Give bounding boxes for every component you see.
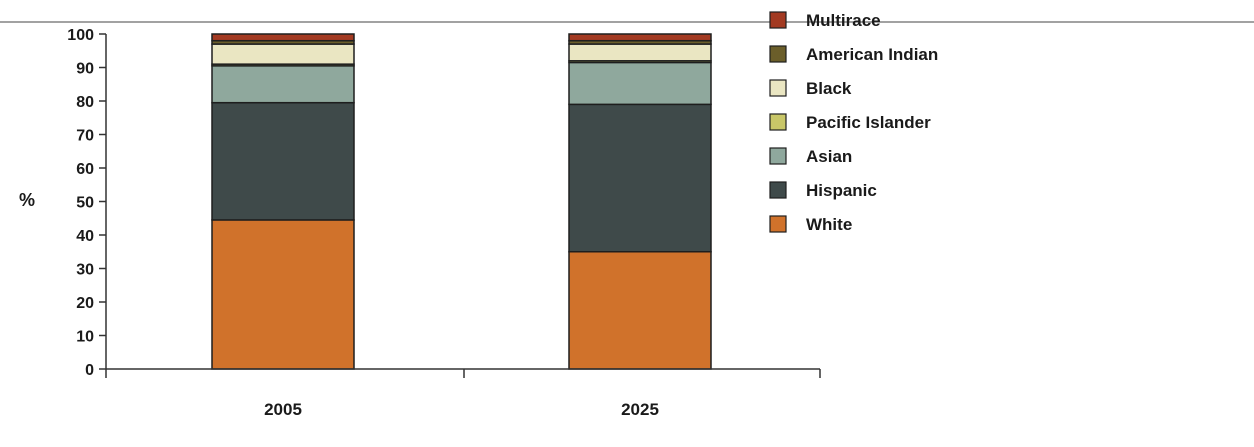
legend-label-white: White	[806, 215, 852, 234]
bar-2025-multirace	[568, 33, 712, 42]
y-tick-label-10: 10	[76, 329, 94, 346]
legend-label-hispanic: Hispanic	[806, 181, 877, 200]
bar-2005-multirace	[211, 33, 355, 42]
legend-swatch-multirace	[769, 11, 787, 29]
y-tick-label-80: 80	[76, 94, 94, 111]
bars-group	[211, 33, 712, 370]
legend-label-multirace: Multirace	[806, 11, 881, 30]
y-tick-label-0: 0	[85, 362, 94, 379]
y-tick-label-30: 30	[76, 262, 94, 279]
bar-2005-black	[211, 43, 355, 65]
y-tick-label-50: 50	[76, 195, 94, 212]
bar-2005-hispanic	[211, 101, 355, 221]
legend-swatch-black	[769, 79, 787, 97]
legend-swatch-american-indian	[769, 45, 787, 63]
y-tick-label-100: 100	[67, 27, 94, 44]
y-axis-label: %	[19, 190, 35, 210]
legend-swatch-asian	[769, 147, 787, 165]
legend-swatch-hispanic	[769, 181, 787, 199]
legend-label-pacific-islander: Pacific Islander	[806, 113, 931, 132]
y-tick-label-40: 40	[76, 228, 94, 245]
bar-2025-black	[568, 43, 712, 62]
bar-2025-white	[568, 251, 712, 370]
bar-2025-asian	[568, 61, 712, 106]
y-tick-label-70: 70	[76, 128, 94, 145]
legend: Multirace American Indian Black Pacific Isl…	[769, 11, 938, 234]
legend-label-black: Black	[806, 79, 852, 98]
y-tick-label-60: 60	[76, 161, 94, 178]
legend-label-asian: Asian	[806, 147, 852, 166]
axes-group: 0 10 20 30 40 50 60 70 80 90 100 2005 2025%	[19, 27, 821, 419]
legend-swatch-white	[769, 215, 787, 233]
bar-2005-asian	[211, 65, 355, 104]
x-tick-label-2025: 2025	[621, 400, 659, 419]
y-tick-label-20: 20	[76, 295, 94, 312]
x-tick-label-2005: 2005	[264, 400, 302, 419]
y-tick-label-90: 90	[76, 61, 94, 78]
legend-label-american-indian: American Indian	[806, 45, 938, 64]
bar-2025-hispanic	[568, 103, 712, 253]
bar-2005-white	[211, 219, 355, 370]
legend-swatch-pacific-islander	[769, 113, 787, 131]
